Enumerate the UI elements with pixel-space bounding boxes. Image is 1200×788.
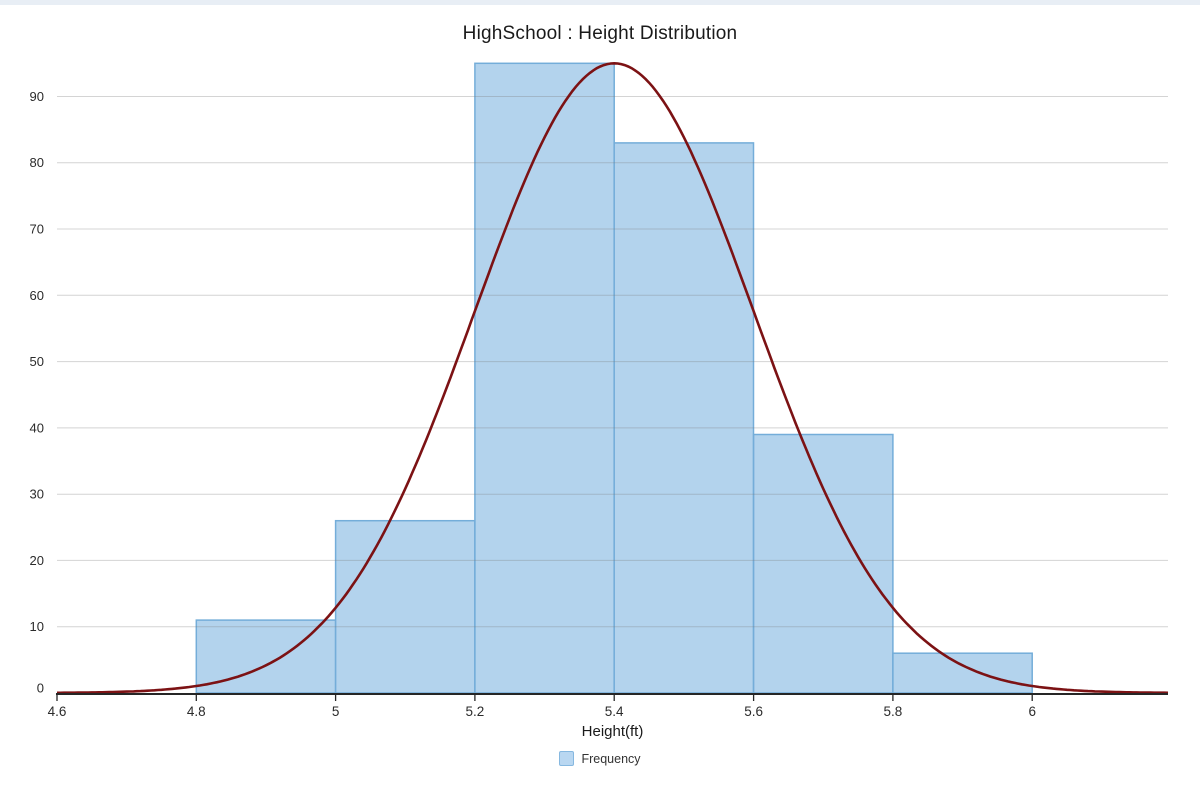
histogram-bar[interactable]	[613, 142, 755, 694]
x-tick-label: 5.4	[605, 704, 624, 719]
histogram-bar[interactable]	[474, 62, 615, 694]
y-tick-label: 70	[30, 222, 44, 237]
y-tick-label: 60	[30, 288, 44, 303]
x-tick-label: 5.8	[884, 704, 903, 719]
chart-title: HighSchool : Height Distribution	[462, 23, 738, 44]
y-tick-label: 10	[30, 619, 44, 634]
y-tick-label: 80	[30, 155, 44, 170]
y-tick-label: 90	[30, 89, 44, 104]
y-tick-label: 20	[30, 553, 44, 568]
x-axis-title: Height(ft)	[581, 723, 644, 740]
x-tick-label: 4.8	[187, 704, 206, 719]
x-tick-label: 5.6	[744, 704, 763, 719]
histogram-bar[interactable]	[892, 652, 1033, 694]
x-tick-label: 6	[1028, 704, 1036, 719]
legend-swatch-icon	[559, 751, 575, 766]
x-tick-label: 5	[332, 704, 340, 719]
legend-item-frequency[interactable]: Frequency	[559, 751, 641, 766]
x-tick-label: 5.2	[466, 704, 485, 719]
legend: Frequency	[0, 751, 1200, 766]
histogram-bar[interactable]	[334, 519, 476, 694]
x-tick-label: 4.6	[48, 704, 67, 719]
window-top-strip	[0, 0, 1200, 5]
distribution-curve	[57, 61, 1169, 695]
y-tick-label: 50	[30, 354, 44, 369]
y-tick-label: 0	[37, 681, 44, 696]
y-tick-label: 30	[30, 487, 44, 502]
y-tick-label: 40	[30, 420, 44, 435]
legend-label: Frequency	[581, 751, 641, 766]
histogram-bar[interactable]	[752, 433, 894, 694]
